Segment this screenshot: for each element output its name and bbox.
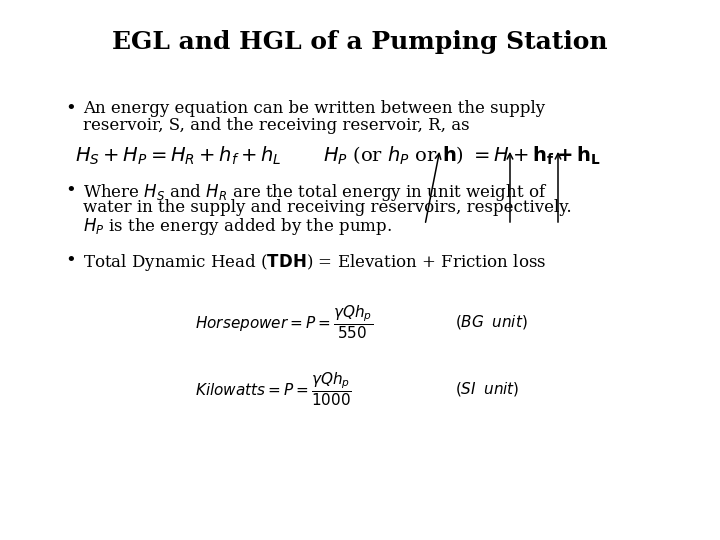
Text: water in the supply and receiving reservoirs, respectively.: water in the supply and receiving reserv… bbox=[83, 199, 572, 216]
Text: EGL and HGL of a Pumping Station: EGL and HGL of a Pumping Station bbox=[112, 30, 608, 54]
Text: $H_P$ is the energy added by the pump.: $H_P$ is the energy added by the pump. bbox=[83, 216, 392, 237]
Text: •: • bbox=[65, 182, 76, 200]
Text: •: • bbox=[65, 252, 76, 270]
Text: $(\mathit{SI}\;\;\mathit{unit})$: $(\mathit{SI}\;\;\mathit{unit})$ bbox=[455, 380, 520, 398]
Text: $\mathit{Horsepower} = P = \dfrac{\gamma Q h_p}{550}$: $\mathit{Horsepower} = P = \dfrac{\gamma… bbox=[195, 303, 373, 341]
Text: $H_P$ (or $h_P$ or $\bf{h}$) $= H + \bf{h_f}+ \bf{h_L}$: $H_P$ (or $h_P$ or $\bf{h}$) $= H + \bf{… bbox=[323, 145, 601, 167]
Text: •: • bbox=[65, 100, 76, 118]
Text: An energy equation can be written between the supply: An energy equation can be written betwee… bbox=[83, 100, 545, 117]
Text: Total Dynamic Head ($\mathbf{TDH}$) = Elevation + Friction loss: Total Dynamic Head ($\mathbf{TDH}$) = El… bbox=[83, 252, 546, 273]
Text: $H_S+H_P = H_R + h_f+ h_L$: $H_S+H_P = H_R + h_f+ h_L$ bbox=[75, 145, 282, 167]
Text: $\mathit{Kilowatts} = P = \dfrac{\gamma Q h_p}{1000}$: $\mathit{Kilowatts} = P = \dfrac{\gamma … bbox=[195, 370, 352, 408]
Text: $(\mathit{BG}\;\;\mathit{unit})$: $(\mathit{BG}\;\;\mathit{unit})$ bbox=[455, 313, 528, 331]
Text: Where $H_S$ and $H_R$ are the total energy in unit weight of: Where $H_S$ and $H_R$ are the total ener… bbox=[83, 182, 547, 203]
Text: reservoir, S, and the receiving reservoir, R, as: reservoir, S, and the receiving reservoi… bbox=[83, 117, 469, 134]
